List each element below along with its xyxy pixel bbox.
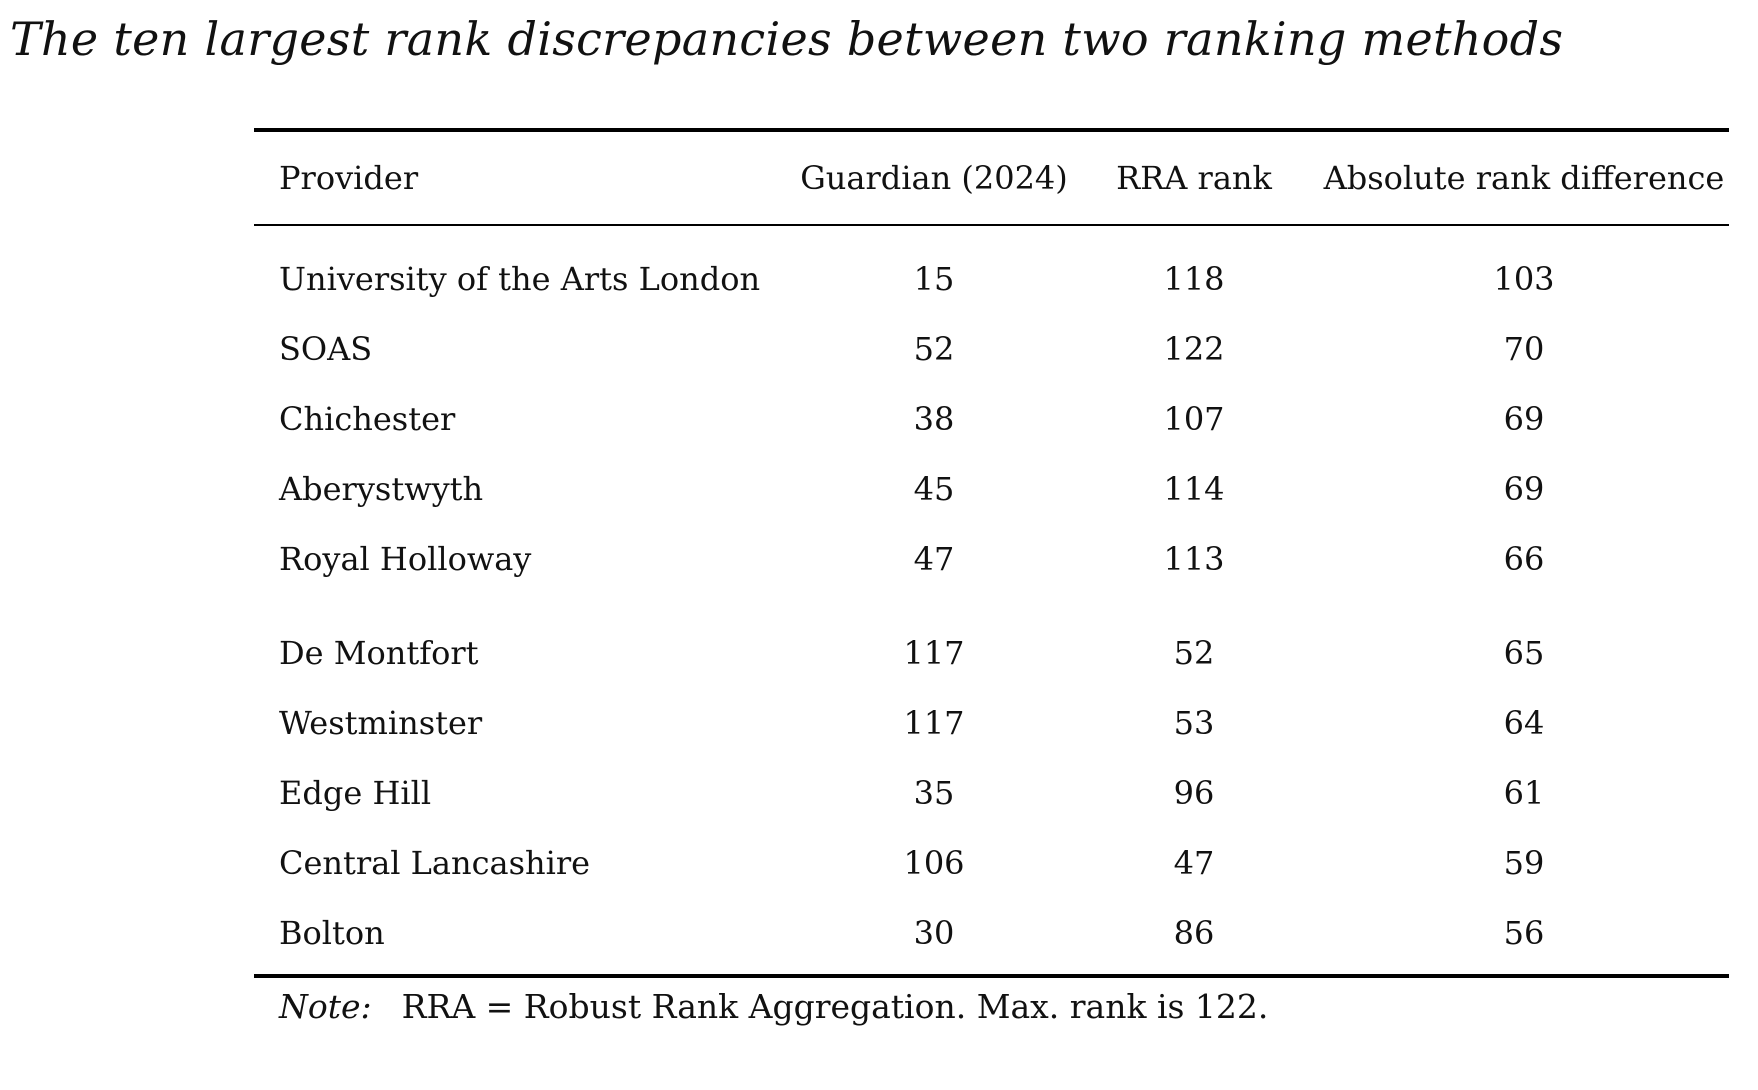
cell-rra: 53: [1173, 704, 1215, 742]
cell-diff: 61: [1503, 774, 1545, 812]
cell-diff: 103: [1493, 260, 1555, 298]
cell-guardian: 117: [903, 704, 965, 742]
cell-diff: 69: [1503, 400, 1545, 438]
cell-rra: 122: [1163, 330, 1225, 368]
cell-guardian: 30: [913, 914, 955, 952]
cell-provider: Royal Holloway: [279, 540, 532, 578]
cell-provider: Bolton: [279, 914, 385, 952]
top-rule: [254, 128, 1729, 132]
table-row: Royal Holloway 47 113 66: [254, 524, 1729, 594]
cell-guardian: 106: [903, 844, 965, 882]
table-row: De Montfort 117 52 65: [254, 618, 1729, 688]
cell-rra: 86: [1173, 914, 1215, 952]
cell-guardian: 52: [913, 330, 955, 368]
bottom-rule: [254, 974, 1729, 978]
table-row: Edge Hill 35 96 61: [254, 758, 1729, 828]
cell-diff: 64: [1503, 704, 1545, 742]
cell-provider: University of the Arts London: [279, 260, 761, 298]
cell-diff: 65: [1503, 634, 1545, 672]
header-guardian: Guardian (2024): [800, 159, 1068, 197]
cell-diff: 69: [1503, 470, 1545, 508]
rank-discrepancy-table: Provider Guardian (2024) RRA rank Absolu…: [254, 128, 1729, 978]
cell-diff: 59: [1503, 844, 1545, 882]
cell-guardian: 117: [903, 634, 965, 672]
table-row: Chichester 38 107 69: [254, 384, 1729, 454]
cell-rra: 107: [1163, 400, 1225, 438]
note-label: Note:: [279, 987, 372, 1026]
cell-rra: 52: [1173, 634, 1215, 672]
table-note: Note: RRA = Robust Rank Aggregation. Max.…: [279, 987, 1268, 1026]
header-row: Provider Guardian (2024) RRA rank Absolu…: [254, 132, 1729, 224]
header-provider: Provider: [279, 159, 419, 197]
cell-rra: 96: [1173, 774, 1215, 812]
table-row: University of the Arts London 15 118 103: [254, 244, 1729, 314]
note-text: RRA = Robust Rank Aggregation. Max. rank…: [401, 987, 1269, 1026]
cell-rra: 47: [1173, 844, 1215, 882]
cell-provider: Aberystwyth: [279, 470, 484, 508]
cell-diff: 70: [1503, 330, 1545, 368]
cell-guardian: 45: [913, 470, 955, 508]
table-row: Central Lancashire 106 47 59: [254, 828, 1729, 898]
header-rra: RRA rank: [1116, 159, 1272, 197]
cell-rra: 114: [1163, 470, 1225, 508]
table-title: The ten largest rank discrepancies betwe…: [10, 12, 1564, 66]
table-row: Aberystwyth 45 114 69: [254, 454, 1729, 524]
cell-guardian: 15: [913, 260, 955, 298]
cell-provider: Westminster: [279, 704, 483, 742]
cell-provider: Central Lancashire: [279, 844, 591, 882]
mid-rule: [254, 224, 1729, 226]
cell-diff: 56: [1503, 914, 1545, 952]
table-body: University of the Arts London 15 118 103 SOA…: [254, 226, 1729, 974]
cell-provider: De Montfort: [279, 634, 479, 672]
cell-rra: 113: [1163, 540, 1225, 578]
table-row: Bolton 30 86 56: [254, 898, 1729, 968]
cell-guardian: 35: [913, 774, 955, 812]
table-header: Provider Guardian (2024) RRA rank Absolu…: [254, 132, 1729, 224]
cell-provider: Chichester: [279, 400, 456, 438]
table-row: SOAS 52 122 70: [254, 314, 1729, 384]
cell-provider: Edge Hill: [279, 774, 432, 812]
cell-rra: 118: [1163, 260, 1225, 298]
cell-guardian: 38: [913, 400, 955, 438]
table-row: Westminster 117 53 64: [254, 688, 1729, 758]
cell-diff: 66: [1503, 540, 1545, 578]
cell-guardian: 47: [913, 540, 955, 578]
cell-provider: SOAS: [279, 330, 373, 368]
header-diff: Absolute rank difference: [1323, 159, 1725, 197]
